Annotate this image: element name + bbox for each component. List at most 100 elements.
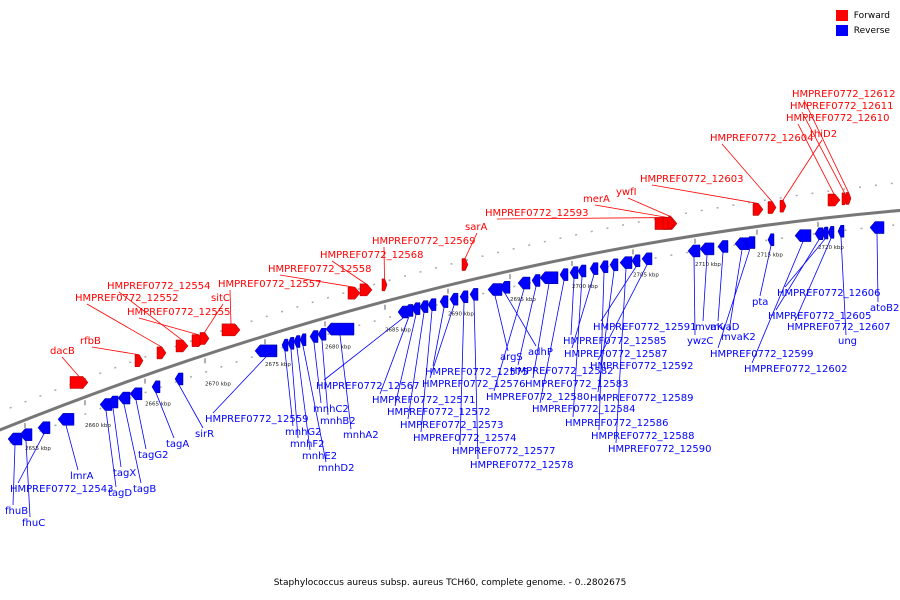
forward-leader-line: [797, 123, 835, 195]
reverse-gene-label: HMPREF0772_12607: [787, 322, 890, 333]
reverse-gene-arrow: [531, 274, 541, 287]
reverse-gene-arrow: [174, 372, 184, 386]
kbp-tick-label: 2715 kbp: [757, 253, 783, 259]
reverse-gene-label: HMPREF0772_12584: [532, 404, 635, 415]
reverse-gene-arrow: [767, 233, 775, 246]
forward-gene-arrow: [134, 354, 144, 367]
reverse-leader-line: [429, 305, 455, 379]
reverse-leader-line: [597, 264, 648, 361]
reverse-gene-arrow: [57, 413, 75, 426]
kbp-tick-label: 2685 kbp: [385, 328, 411, 334]
forward-swatch: [835, 10, 848, 21]
forward-gene-arrow: [767, 201, 777, 214]
reverse-gene-arrow: [837, 224, 845, 238]
reverse-gene-arrow: [449, 292, 459, 306]
reverse-gene-label: ywzC: [687, 336, 713, 347]
reverse-leader-line: [407, 312, 425, 420]
reverse-gene-label: HMPREF0772_12599: [710, 349, 813, 360]
forward-leader-line: [801, 111, 845, 194]
forward-gene-arrow: [827, 193, 841, 207]
reverse-leader-line: [759, 245, 772, 297]
reverse-gene-label: HMPREF0772_12575: [425, 367, 528, 378]
forward-gene-arrow: [779, 199, 787, 213]
reverse-leader-line: [112, 407, 122, 468]
forward-leader-line: [118, 291, 183, 341]
reverse-gene-label: fhuC: [22, 518, 45, 529]
reverse-gene-arrow: [427, 298, 437, 311]
forward-leader-line: [383, 246, 385, 279]
reverse-gene-arrow: [687, 244, 701, 258]
reverse-leader-line: [290, 349, 299, 439]
reverse-leader-line: [717, 248, 751, 349]
reverse-gene-label: HMPREF0772_12582: [510, 366, 613, 377]
reverse-gene-arrow: [814, 227, 824, 240]
reverse-gene-label: tagG2: [138, 450, 169, 461]
reverse-leader-line: [598, 272, 605, 431]
reverse-gene-label: HMPREF0772_12576: [422, 379, 525, 390]
reverse-gene-arrow: [281, 338, 289, 352]
reverse-gene-arrow: [404, 304, 414, 317]
forward-leader-line: [279, 274, 355, 288]
reverse-leader-line: [532, 283, 550, 379]
reverse-gene-arrow: [309, 330, 319, 343]
reverse-gene-label: lmrA: [70, 471, 94, 482]
reverse-leader-line: [155, 392, 175, 439]
reverse-gene-label: mvaK: [695, 322, 724, 333]
forward-gene-label: HMPREF0772_12612: [792, 89, 895, 100]
reverse-leader-line: [25, 440, 31, 518]
forward-gene-arrow: [175, 339, 189, 353]
reverse-gene-label: HMPREF0772_12577: [452, 446, 555, 457]
reverse-gene-arrow: [609, 258, 619, 272]
reverse-leader-line: [432, 307, 445, 367]
kbp-tick-label: 2660 kbp: [85, 423, 111, 429]
forward-gene-arrow: [221, 323, 241, 337]
reverse-gene-label: HMPREF0772_12605: [768, 311, 871, 322]
kbp-tick-label: 2705 kbp: [633, 272, 659, 278]
reverse-gene-label: HMPREF0772_12587: [564, 349, 667, 360]
reverse-gene-arrow: [7, 432, 23, 446]
forward-gene-arrow: [199, 332, 210, 345]
kbp-tick-label: 2695 kbp: [510, 297, 536, 303]
reverse-gene-arrow: [569, 266, 579, 279]
kbp-tick-label: 2670 kbp: [205, 381, 231, 387]
reverse-gene-label: fhuB: [5, 506, 28, 517]
reverse-gene-arrow: [699, 242, 715, 256]
legend-forward-label: Forward: [853, 10, 890, 21]
reverse-gene-label: argS: [500, 352, 523, 363]
forward-gene-label: HMPREF0772_12610: [786, 113, 889, 124]
reverse-gene-arrow: [631, 254, 641, 268]
reverse-gene-arrow: [117, 391, 131, 405]
reverse-gene-label: tagX: [113, 468, 136, 479]
reverse-leader-line: [775, 239, 820, 311]
reverse-gene-label: mnhB2: [320, 416, 356, 427]
reverse-gene-label: HMPREF0772_12580: [486, 392, 589, 403]
forward-leader-line: [138, 317, 199, 335]
reverse-leader-line: [600, 266, 637, 322]
forward-gene-label: merA: [583, 194, 610, 205]
reverse-gene-arrow: [827, 226, 835, 239]
forward-gene-arrow: [69, 376, 89, 389]
reverse-gene-label: sirR: [195, 429, 214, 440]
reverse-leader-line: [379, 316, 410, 395]
reverse-gene-arrow: [794, 229, 812, 242]
reverse-gene-label: HMPREF0772_12592: [590, 361, 693, 372]
reverse-gene-label: mnhF2: [290, 439, 325, 450]
forward-gene-label: HMPREF0772_12568: [320, 250, 423, 261]
reverse-gene-arrow: [299, 333, 307, 347]
forward-gene-arrow: [845, 192, 852, 205]
forward-gene-label: sarA: [465, 222, 487, 233]
forward-gene-label: dacB: [50, 346, 75, 357]
reverse-gene-arrow: [107, 395, 119, 409]
reverse-leader-line: [473, 300, 479, 460]
legend: Forward Reverse: [835, 8, 890, 38]
reverse-gene-arrow: [411, 302, 421, 315]
reverse-gene-label: HMPREF0772_12583: [525, 379, 628, 390]
reverse-gene-label: HMPREF0772_12567: [316, 381, 419, 392]
forward-gene-label: HMPREF0772_12603: [640, 174, 743, 185]
reverse-leader-line: [321, 340, 329, 416]
forward-gene-label: HMPREF0772_12555: [127, 307, 230, 318]
reverse-gene-arrow: [559, 268, 569, 281]
reverse-gene-label: tagA: [166, 439, 189, 450]
reverse-gene-label: HMPREF0772_12590: [608, 444, 711, 455]
